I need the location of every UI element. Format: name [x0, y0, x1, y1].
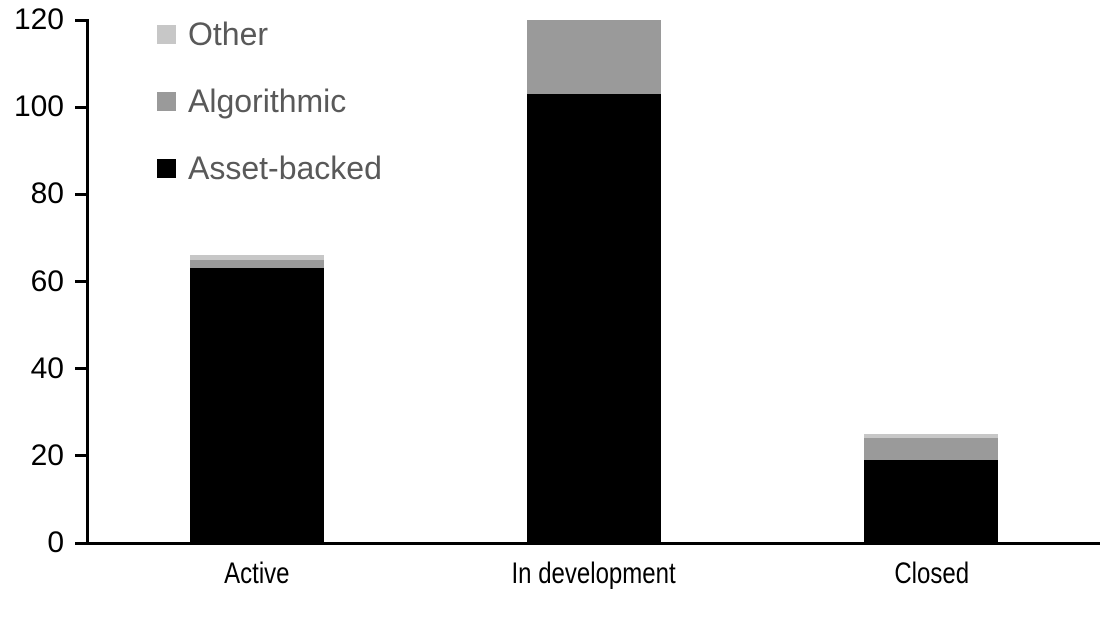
bar-segment-asset-backed — [189, 268, 324, 543]
legend-label: Algorithmic — [188, 83, 347, 119]
y-tick-mark — [75, 18, 88, 22]
y-tick-mark — [75, 105, 88, 109]
bar-segment-other — [864, 434, 999, 439]
y-tick-label: 120 — [13, 3, 64, 36]
x-category-label-text: In development — [511, 557, 677, 590]
y-tick-mark — [75, 541, 88, 545]
legend-swatch-icon — [157, 158, 176, 178]
legend-swatch-icon — [157, 91, 176, 111]
legend-item-algorithmic: Algorithmic — [157, 85, 346, 117]
y-tick-mark — [75, 367, 88, 371]
x-category-label: In development — [474, 556, 714, 592]
legend-label: Asset-backed — [188, 150, 382, 186]
x-category-label-text: Active — [223, 557, 290, 590]
x-category-label: Closed — [811, 556, 1051, 592]
y-tick-label: 100 — [13, 90, 64, 124]
y-tick-mark — [75, 280, 88, 283]
bar-segment-algorithmic — [864, 438, 999, 461]
legend-label: Other — [188, 16, 269, 52]
legend-swatch-icon — [157, 24, 176, 44]
y-tick-label: 80 — [30, 177, 64, 211]
legend-item-other: Other — [157, 18, 268, 50]
bar-segment-asset-backed — [527, 94, 661, 543]
bar-segment-algorithmic — [189, 259, 324, 269]
x-axis-line — [86, 542, 1100, 545]
bar-segment-asset-backed — [864, 460, 999, 543]
x-category-label: Active — [137, 556, 377, 592]
y-tick-label: 60 — [30, 264, 64, 298]
y-tick-label: 40 — [30, 351, 64, 385]
y-tick-label: 0 — [47, 526, 64, 559]
bar-segment-other — [189, 255, 324, 260]
bar-segment-algorithmic — [527, 20, 661, 95]
legend-item-asset-backed: Asset-backed — [157, 152, 382, 184]
y-tick-label: 20 — [30, 438, 64, 472]
y-tick-mark — [75, 192, 88, 196]
x-category-label-text: Closed — [893, 557, 969, 590]
y-tick-mark — [75, 454, 88, 458]
